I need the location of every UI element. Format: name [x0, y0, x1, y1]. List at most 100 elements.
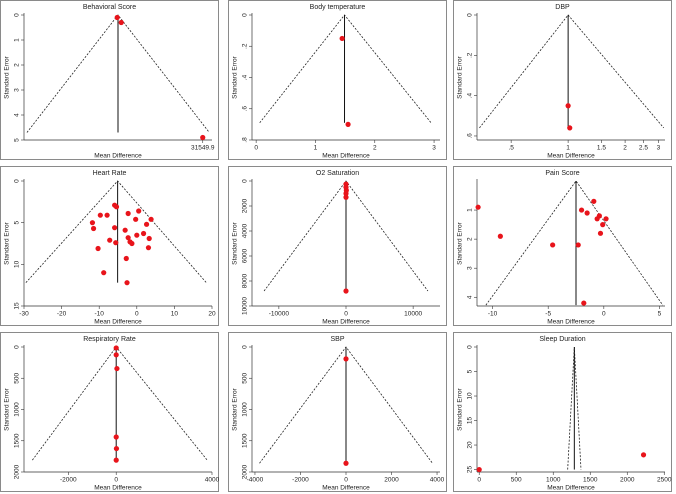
study-point — [113, 204, 120, 210]
funnel-plot: Behavioral Score 0 1 2 3 4 5 31549.9 Standard Er… — [0, 0, 219, 160]
x-tick-label: 0 — [344, 311, 348, 318]
funnel-plot: Respiratory Rate 0 500 1000 1500 2000 -2000 0 40… — [0, 332, 219, 492]
study-point — [123, 255, 129, 262]
y-axis-label: Standard Error — [232, 221, 239, 264]
study-point — [345, 121, 351, 127]
x-tick-label: 0 — [344, 477, 348, 484]
y-tick-label: 8000 — [242, 273, 249, 288]
y-tick-label: 10000 — [242, 297, 249, 315]
y-axis-label: Standard Error — [457, 221, 464, 264]
study-point — [343, 194, 349, 200]
study-point — [339, 35, 345, 42]
y-tick-label: 1 — [467, 208, 474, 212]
x-tick-label: 3 — [657, 145, 661, 152]
study-point — [575, 242, 581, 248]
study-point — [101, 270, 107, 276]
panel-frame — [453, 166, 672, 326]
x-axis-label: Mean Difference — [94, 153, 142, 160]
y-tick-label: 1000 — [242, 402, 249, 417]
x-tick-label: 0 — [477, 477, 481, 484]
study-point — [343, 356, 349, 362]
y-tick-label: .2 — [467, 52, 474, 58]
y-tick-label: 1000 — [14, 402, 21, 417]
x-axis-label: Mean Difference — [322, 485, 370, 492]
y-tick-label: 0 — [14, 345, 21, 349]
study-point — [475, 204, 481, 210]
panel-frame — [228, 166, 447, 326]
study-point — [113, 352, 119, 358]
study-point — [133, 216, 139, 222]
x-tick-label: 10 — [171, 311, 179, 318]
y-tick-label: 0 — [242, 179, 249, 183]
funnel-plot: Heart Rate 0 5 10 15-30 -20 -10 0 10 20 Standard E… — [0, 166, 219, 326]
y-tick-label: .2 — [242, 43, 249, 49]
panel-frame — [0, 0, 219, 160]
x-tick-label: 0 — [602, 311, 606, 318]
study-point — [134, 232, 140, 238]
study-point — [591, 198, 597, 204]
study-point — [148, 216, 154, 222]
study-point — [104, 212, 110, 218]
x-tick-label: -2000 — [60, 477, 77, 484]
y-tick-label: .4 — [467, 93, 474, 99]
study-point — [143, 221, 150, 227]
study-point — [603, 216, 609, 222]
study-point — [129, 240, 135, 247]
x-tick-label: 0 — [254, 145, 258, 152]
study-point — [596, 213, 602, 219]
study-point — [145, 245, 152, 251]
study-point — [125, 235, 131, 241]
study-point — [497, 233, 503, 239]
y-tick-label: 2 — [467, 237, 474, 241]
study-point — [567, 125, 573, 131]
x-tick-label: 0 — [114, 477, 118, 484]
x-tick-label: 1 — [314, 145, 318, 152]
study-point — [640, 452, 647, 458]
x-tick-label: 2000 — [384, 477, 399, 484]
y-tick-label: .6 — [467, 133, 474, 139]
study-point — [112, 225, 118, 231]
y-tick-label: 3 — [14, 88, 21, 92]
y-tick-label: .6 — [242, 106, 249, 112]
study-point — [584, 210, 590, 216]
x-tick-label: 5 — [658, 311, 662, 318]
x-tick-label: 10000 — [404, 311, 422, 318]
panel-frame — [0, 166, 219, 326]
y-tick-label: 15 — [467, 417, 474, 425]
study-point — [95, 245, 101, 252]
study-point — [146, 235, 152, 242]
y-tick-label: 4000 — [242, 223, 249, 238]
x-tick-label: 1.5 — [597, 145, 606, 152]
y-tick-label: 0 — [242, 345, 249, 349]
x-axis-label: Mean Difference — [547, 485, 595, 492]
x-tick-label: .5 — [508, 145, 514, 152]
y-tick-label: 4 — [14, 113, 21, 117]
x-axis-label: Mean Difference — [322, 153, 370, 160]
x-tick-label: 1 — [566, 145, 570, 152]
x-tick-label: 4000 — [205, 477, 219, 484]
y-axis-label: Standard Error — [4, 387, 11, 430]
x-tick-label: 500 — [511, 477, 522, 484]
x-tick-label: 31549.9 — [191, 145, 215, 152]
funnel-plot: Body temperature 0 .2 .4 .6 .8 0 1 2 3 Standard Er… — [228, 0, 447, 160]
x-axis-label: Mean Difference — [547, 153, 595, 160]
y-tick-label: .4 — [242, 74, 249, 80]
x-tick-label: 2 — [623, 145, 627, 152]
y-tick-label: .8 — [242, 137, 249, 143]
study-point — [90, 225, 97, 232]
study-point — [550, 242, 556, 248]
panel-frame — [228, 0, 447, 160]
study-point — [136, 208, 142, 214]
study-point — [140, 230, 147, 237]
chart-title: O2 Saturation — [316, 170, 359, 177]
study-point — [600, 222, 606, 228]
study-point — [565, 103, 571, 109]
x-tick-label: 0 — [135, 311, 139, 318]
study-point — [124, 280, 130, 286]
study-point — [343, 460, 349, 466]
study-point — [581, 300, 587, 306]
y-tick-label: 5 — [14, 138, 21, 142]
x-tick-label: -4000 — [247, 477, 264, 484]
